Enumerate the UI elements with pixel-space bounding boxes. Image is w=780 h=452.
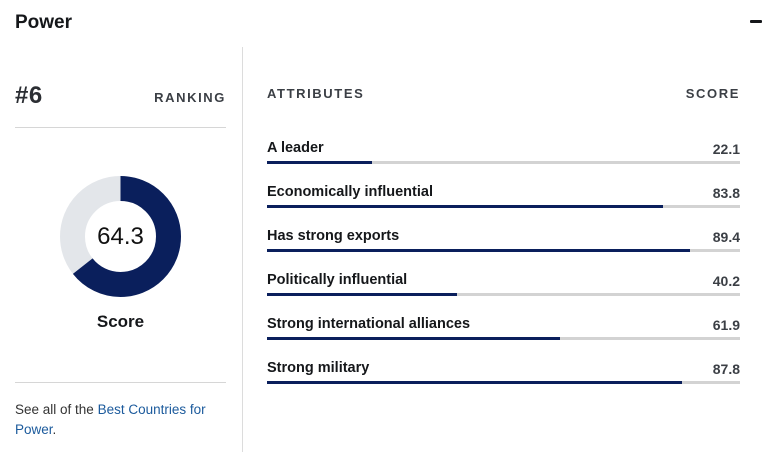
score-donut-chart bbox=[60, 176, 181, 297]
attribute-bar-track bbox=[267, 161, 740, 164]
attribute-name: Politically influential bbox=[267, 272, 408, 288]
donut-fill bbox=[60, 176, 181, 297]
see-all-prefix: See all of the bbox=[15, 402, 98, 417]
attributes-list: A leader 22.1 Economically influential 83.8… bbox=[267, 140, 740, 404]
attribute-name: Strong international alliances bbox=[267, 316, 471, 332]
ranking-label: RANKING bbox=[154, 90, 226, 105]
attribute-name: A leader bbox=[267, 140, 324, 156]
attribute-score: 40.2 bbox=[712, 273, 740, 289]
score-label: Score bbox=[96, 312, 145, 331]
attribute-bar-track bbox=[267, 381, 740, 384]
attribute-score: 83.8 bbox=[712, 185, 740, 201]
section-header: Power bbox=[15, 10, 762, 38]
score-donut: 64.3 bbox=[60, 176, 181, 297]
attributes-header: ATTRIBUTES SCORE bbox=[267, 86, 740, 106]
attribute-bar-fill bbox=[267, 381, 683, 384]
attribute-bar-fill bbox=[267, 161, 372, 164]
attribute-row: Economically influential 83.8 bbox=[267, 184, 740, 228]
attribute-row: Has strong exports 89.4 bbox=[267, 228, 740, 272]
attribute-name: Strong military bbox=[267, 360, 370, 376]
attribute-bar-fill bbox=[267, 293, 458, 296]
score-column-label: SCORE bbox=[685, 86, 740, 101]
attribute-row: A leader 22.1 bbox=[267, 140, 740, 184]
attributes-column-label: ATTRIBUTES bbox=[267, 86, 365, 101]
attribute-score: 61.9 bbox=[712, 317, 740, 333]
vertical-divider bbox=[242, 47, 243, 452]
attribute-bar-track bbox=[267, 205, 740, 208]
ranking-row: #6 RANKING bbox=[15, 76, 226, 128]
attribute-bar-fill bbox=[267, 337, 560, 340]
divider bbox=[15, 382, 226, 383]
rank-number: #6 bbox=[15, 82, 43, 109]
attribute-score: 89.4 bbox=[712, 229, 740, 245]
attribute-row: Politically influential 40.2 bbox=[267, 272, 740, 316]
attribute-bar-fill bbox=[267, 249, 690, 252]
attribute-bar-track bbox=[267, 337, 740, 340]
attribute-bar-track bbox=[267, 293, 740, 296]
attribute-row: Strong international alliances 61.9 bbox=[267, 316, 740, 360]
attribute-name: Economically influential bbox=[267, 184, 433, 200]
section-title: Power bbox=[15, 12, 73, 33]
collapse-icon[interactable] bbox=[750, 20, 762, 23]
attribute-name: Has strong exports bbox=[267, 228, 400, 244]
see-all-suffix: . bbox=[52, 422, 57, 437]
attributes-panel: ATTRIBUTES SCORE A leader 22.1 Economicall… bbox=[267, 86, 740, 384]
attribute-row: Strong military 87.8 bbox=[267, 360, 740, 404]
attribute-bar-fill bbox=[267, 205, 664, 208]
see-all-text: See all of the Best Countries for Power. bbox=[15, 400, 230, 440]
attribute-score: 87.8 bbox=[712, 361, 740, 377]
score-value: 64.3 bbox=[97, 222, 144, 250]
attribute-score: 22.1 bbox=[712, 141, 740, 157]
best-countries-link[interactable]: Best Countries for Power bbox=[15, 402, 206, 437]
ranking-panel: #6 RANKING 64.3 Score See all of the Bes… bbox=[15, 76, 226, 437]
attribute-bar-track bbox=[267, 249, 740, 252]
